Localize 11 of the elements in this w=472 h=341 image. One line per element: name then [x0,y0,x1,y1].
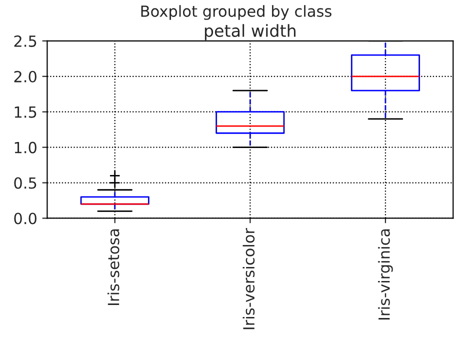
chart-subtitle: petal width [204,24,296,40]
y-tick-label: 0.5 [14,177,36,189]
x-tick-label: Iris-virginica [378,229,393,320]
y-tick-label: 2.0 [14,70,36,82]
x-tick-label: Iris-versicolor [242,228,255,330]
y-tick-label: 2.5 [14,35,36,47]
y-tick-label: 0.0 [14,212,36,224]
y-tick-label: 1.0 [14,142,36,154]
chart-title: Boxplot grouped by class [141,5,332,20]
y-tick-label: 1.5 [14,106,36,118]
x-tick-label: Iris-setosa [107,229,120,305]
